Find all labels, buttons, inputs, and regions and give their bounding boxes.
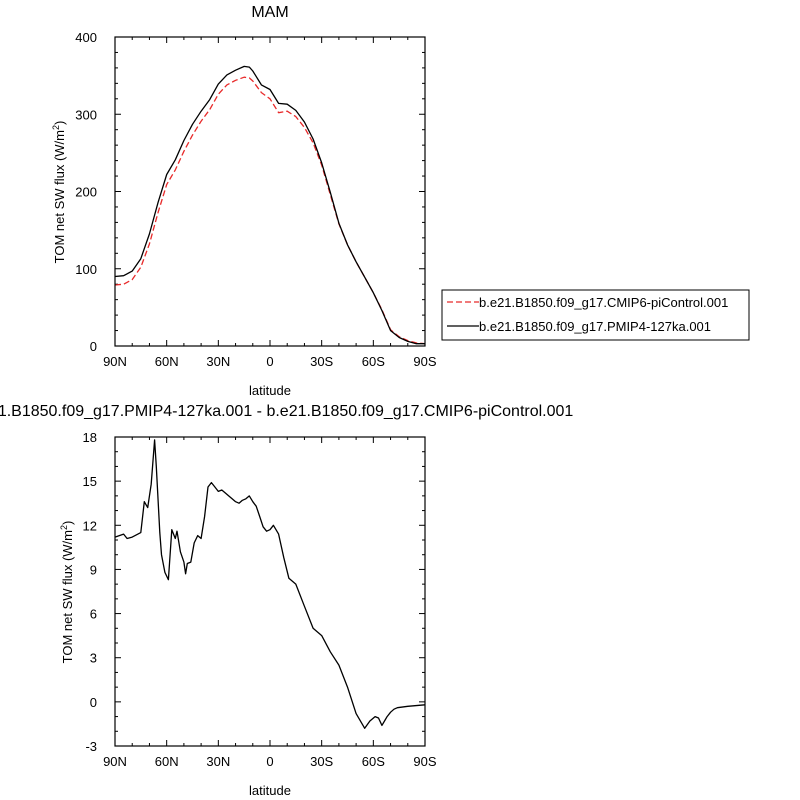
top-panel: MAM 90N 60N 30N 0 30S 60S 90S 0 100 200 300 400 lat… [51, 4, 750, 398]
bottom-y-tick-label: -3 [85, 739, 97, 754]
bottom-y-tick-label: 0 [90, 695, 97, 710]
bottom-x-tick-label: 30S [310, 754, 333, 769]
legend: b.e21.B1850.f09_g17.CMIP6-piControl.001 … [441, 289, 750, 341]
top-x-tick-label: 30N [206, 354, 230, 369]
bottom-y-tick-label: 12 [83, 518, 97, 533]
bottom-y-tick-label: 3 [90, 651, 97, 666]
bottom-series-line-0 [114, 439, 426, 729]
top-y-tick-label: 100 [75, 262, 97, 277]
top-x-tick-label: 90S [413, 354, 436, 369]
legend-label-127ka: b.e21.B1850.f09_g17.PMIP4-127ka.001 [479, 319, 711, 334]
top-x-tick-label: 60S [362, 354, 385, 369]
bottom-x-tick-label: 90S [413, 754, 436, 769]
bottom-plot-frame [114, 436, 426, 747]
top-x-tick-label: 60N [155, 354, 179, 369]
bottom-y-tick-label: 15 [83, 474, 97, 489]
bottom-x-tick-label: 30N [206, 754, 230, 769]
top-plot-frame [114, 36, 426, 347]
legend-label-picontrol: b.e21.B1850.f09_g17.CMIP6-piControl.001 [479, 295, 728, 310]
top-y-tick-label: 0 [90, 339, 97, 354]
bottom-x-tick-label: 60S [362, 754, 385, 769]
legend-box [441, 289, 750, 341]
top-y-axis-title: TOM net SW flux (W/m2) [51, 121, 67, 264]
top-y-tick-label: 200 [75, 185, 97, 200]
top-series-line-1 [114, 65, 425, 345]
top-x-axis-title: latitude [249, 383, 291, 398]
bottom-y-tick-label: 18 [83, 430, 97, 445]
top-y-tick-label: 300 [75, 107, 97, 122]
bottom-y-axis-title: TOM net SW flux (W/m2) [59, 521, 75, 664]
bottom-panel: b.e21.B1850.f09_g17.PMIP4-127ka.001 - b.… [0, 403, 573, 798]
top-plot-title: MAM [251, 4, 288, 21]
bottom-x-tick-label: 60N [155, 754, 179, 769]
top-x-tick-label: 0 [266, 354, 273, 369]
top-x-tick-label: 90N [103, 354, 127, 369]
bottom-x-tick-label: 0 [266, 754, 273, 769]
bottom-x-tick-label: 90N [103, 754, 127, 769]
bottom-plot-title: b.e21.B1850.f09_g17.PMIP4-127ka.001 - b.… [0, 403, 573, 420]
bottom-y-tick-label: 6 [90, 607, 97, 622]
top-x-tick-label: 30S [310, 354, 333, 369]
bottom-y-tick-label: 9 [90, 562, 97, 577]
bottom-x-axis-title: latitude [249, 783, 291, 798]
top-y-tick-label: 400 [75, 30, 97, 45]
